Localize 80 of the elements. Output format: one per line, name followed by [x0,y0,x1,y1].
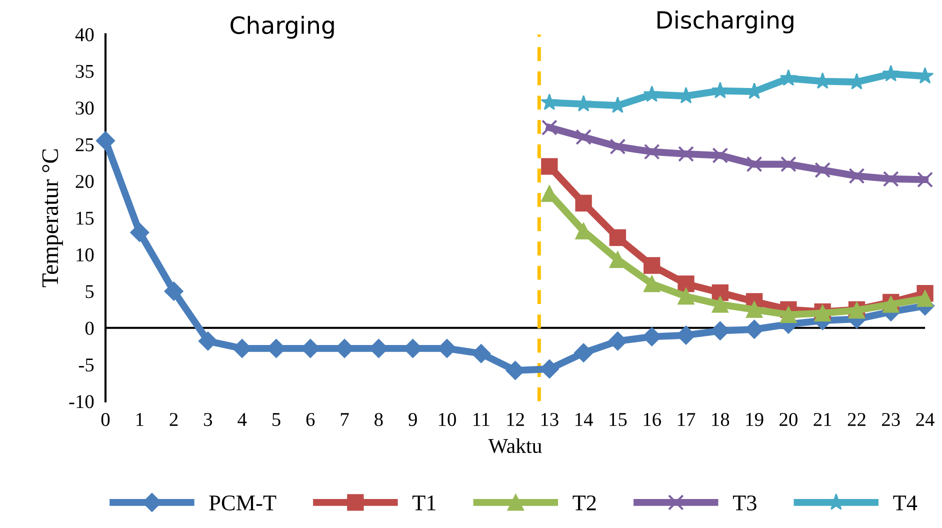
point [678,276,694,292]
point [746,301,763,318]
x-tick-label: 23 [882,413,900,426]
point [541,120,558,136]
x-tick-label: 16 [644,413,662,426]
point [917,172,934,188]
x-tick-label: 10 [438,412,456,426]
text: Discharging [658,10,794,34]
point [609,229,626,246]
legend-label: T2 [572,496,596,510]
point [576,129,592,146]
y-tick-label: 15 [76,212,94,225]
point [472,344,491,364]
legend-label: PCM-T [209,496,276,510]
x-tick-label: 2 [170,413,178,426]
point [574,343,594,362]
x-tick-label: 12 [507,413,524,426]
x-tick-label: 7 [340,413,349,426]
legend-label: T4 [893,496,918,510]
point [848,168,865,184]
x-axis-title: Waktu [488,438,542,454]
point [916,290,934,307]
x-tick-label: 22 [848,413,866,426]
point [780,156,796,172]
x-tick-label: 11 [473,413,490,426]
point [644,276,660,292]
x-tick-label: 24 [916,413,934,426]
x-tick-label: 18 [712,412,730,426]
annotation: Charging [230,16,334,39]
point [746,156,762,172]
y-axis-title: Temperatur °C [42,149,63,288]
point [882,64,900,82]
x-tick-label: 9 [408,413,417,426]
x-tick-label: 1 [136,413,144,426]
point [575,194,592,212]
point [780,69,798,86]
x-tick-label: 13 [541,413,558,426]
point [198,332,218,351]
point [678,288,694,305]
point [644,144,660,160]
y-tick-label: 40 [75,28,94,42]
x-tick-label: 19 [746,413,764,426]
point [882,170,899,187]
y-tick-label: -5 [78,358,94,372]
point [814,162,831,178]
point [610,138,626,155]
point [164,282,184,301]
x-tick-label: 6 [306,413,315,426]
point [644,257,660,274]
x-tick-label: 21 [814,413,832,426]
point [540,94,558,110]
y-tick-label: 0 [85,322,94,335]
point [96,131,116,150]
x-tick-label: 15 [610,413,627,426]
point [712,147,728,164]
legend-label: T1 [412,496,436,510]
point [712,82,729,98]
y-tick-label: 30 [76,102,94,115]
y-tick-label: 20 [76,174,94,188]
legend-label: T3 [732,496,756,510]
x-tick-label: 20 [780,412,798,426]
point [678,146,694,162]
y-tick-label: 25 [76,138,94,152]
y-tick-label: -10 [69,395,94,408]
point [712,296,728,313]
point [541,158,558,175]
point [780,306,797,324]
x-tick-label: 14 [576,413,593,426]
x-tick-label: 0 [101,412,110,426]
point [712,284,728,301]
y-tick-label: 5 [86,285,94,298]
x-tick-label: 17 [678,413,696,426]
point [643,85,660,102]
y-tick-label: 10 [76,248,94,262]
x-tick-label: 3 [204,413,212,426]
x-tick-label: 4 [238,413,247,426]
point [130,222,150,242]
x-tick-label: 8 [374,412,383,426]
x-tick-label: 5 [272,413,280,426]
y-tick-label: 35 [76,64,94,78]
